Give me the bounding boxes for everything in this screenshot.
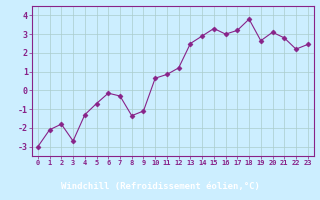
Text: Windchill (Refroidissement éolien,°C): Windchill (Refroidissement éolien,°C) xyxy=(60,182,260,192)
